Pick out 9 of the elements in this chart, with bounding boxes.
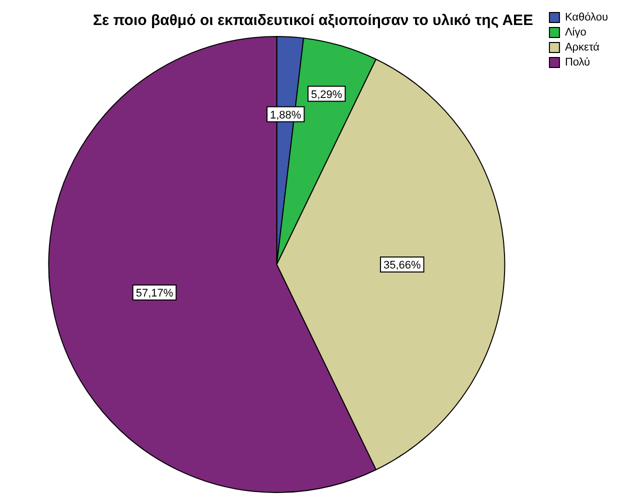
data-label: 5,29% xyxy=(311,88,342,101)
chart-title: Σε ποιο βαθμό οι εκπαιδευτικοί αξιοποίησαν το υλικό της ΑΕΕ xyxy=(92,12,534,30)
legend-label: Λίγο xyxy=(564,26,586,39)
data-label: 35,66% xyxy=(383,260,421,272)
legend-label: Πολύ xyxy=(564,56,590,69)
legend-label: Καθόλου xyxy=(564,12,608,24)
data-label: 57,17% xyxy=(136,288,174,300)
legend-label: Αρκετά xyxy=(564,42,600,54)
data-label: 1,88% xyxy=(270,109,302,122)
